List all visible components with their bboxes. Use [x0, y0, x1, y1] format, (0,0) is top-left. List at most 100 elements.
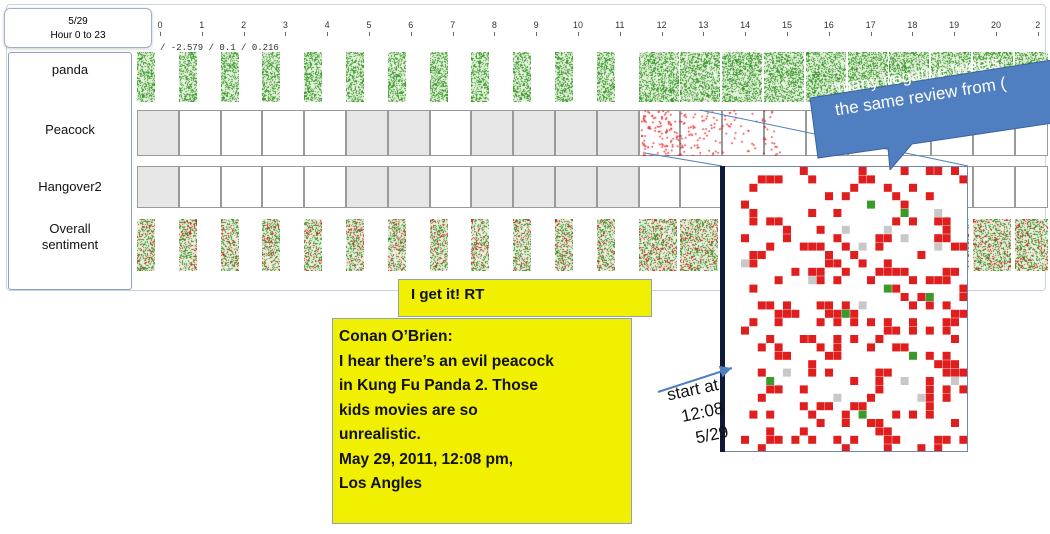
- tweet-cell: [900, 209, 909, 217]
- tweet-cell: [942, 368, 951, 377]
- tweet-cell: [867, 200, 875, 209]
- hour-tick-label: 14: [740, 20, 751, 30]
- tweet-cell: [774, 175, 783, 184]
- sentiment-bar: [638, 219, 677, 271]
- tweet-cell: [942, 234, 951, 243]
- hour-tick-label: 9: [533, 20, 539, 30]
- tweet-cell: [892, 435, 901, 444]
- tweet-cell: [959, 385, 967, 394]
- tweet-cell: [867, 318, 875, 327]
- hour-cell: [513, 110, 555, 156]
- tweet-cell: [816, 318, 825, 327]
- sentiment-bar: [429, 219, 448, 271]
- tweet-cell: [850, 183, 859, 192]
- tweet-cell: [841, 192, 850, 201]
- tweet-cell: [808, 335, 817, 343]
- tweet-cell: [959, 242, 967, 251]
- tweet-cell: [942, 385, 951, 394]
- hour-tick-mark: [369, 32, 370, 36]
- sentiment-bar: [1014, 219, 1048, 271]
- row-label-overall-sentiment: Overall sentiment: [41, 221, 99, 252]
- tweet-cell: [850, 402, 859, 411]
- tweet-cell: [808, 435, 817, 444]
- sentiment-bar: [387, 52, 406, 102]
- tweet-cell: [783, 368, 791, 377]
- tweet-cell: [942, 360, 951, 369]
- tweet-cell: [749, 183, 758, 192]
- tweet-cell: [808, 276, 817, 285]
- tweet-cell: [774, 217, 783, 226]
- tweet-cell: [850, 335, 859, 343]
- hour-cell: [555, 110, 597, 156]
- tweet-cell: [951, 242, 959, 251]
- tweet-cell: [825, 192, 833, 201]
- hour-tick-label: 6: [408, 20, 414, 30]
- tweet-cell: [892, 410, 901, 419]
- tweet-cell: [833, 209, 842, 217]
- sentiment-bar: [596, 219, 615, 271]
- tweet-cell: [867, 175, 875, 184]
- tweet-cell: [833, 259, 842, 268]
- sentiment-bar: [137, 52, 155, 102]
- hour-tick-label: 19: [949, 20, 960, 30]
- tweet-cell: [808, 360, 817, 369]
- tweet-cell: [766, 175, 775, 184]
- tweet-cell: [909, 318, 917, 327]
- tweet-cell: [791, 309, 800, 318]
- tweet-cell: [883, 267, 892, 276]
- hour-cell: [387, 110, 430, 156]
- selected-date: 5/29: [68, 16, 88, 27]
- tweet-cell: [883, 435, 892, 444]
- hour-tick-label: 13: [698, 20, 709, 30]
- tweet-cell: [791, 267, 800, 276]
- sentiment-bar: [178, 219, 197, 271]
- tweet-cell: [774, 385, 783, 394]
- tweet-cell: [934, 217, 943, 226]
- tweet-cell: [883, 284, 892, 293]
- tweet-cell: [833, 234, 842, 243]
- hour-tick-mark: [201, 32, 203, 36]
- hour-cell: [680, 166, 723, 208]
- tweet-cell: [850, 435, 859, 444]
- tweet-cell: [959, 435, 967, 444]
- tweet-cell: [942, 326, 951, 335]
- row-label-hangover2: Hangover2: [38, 179, 102, 194]
- tweet-cell: [841, 410, 850, 419]
- tweet-cell: [942, 267, 951, 276]
- tweet-cell: [925, 402, 934, 411]
- tweet-cell: [900, 293, 909, 301]
- hour-cell: [346, 110, 388, 156]
- tweet-cell: [883, 318, 892, 327]
- hour-tick-mark: [536, 32, 538, 36]
- tweet-cell: [909, 410, 917, 419]
- sentiment-bar: [680, 52, 721, 102]
- tweet-cell: [816, 402, 825, 411]
- tweet-cell: [858, 410, 867, 419]
- tweet-cell: [942, 435, 951, 444]
- hour-tick-mark: [452, 32, 454, 36]
- tweet-cell: [883, 259, 892, 268]
- tweet-cell: [942, 301, 951, 310]
- tweet-cell: [883, 225, 892, 234]
- tweet-cell: [799, 402, 808, 411]
- hour-cell: [429, 110, 472, 156]
- time-range-selector[interactable]: 5/29 Hour 0 to 23: [4, 8, 152, 48]
- hour-tick-mark: [494, 32, 496, 36]
- tweet-cell: [749, 217, 758, 226]
- tweet-cell: [774, 435, 783, 444]
- hour-tick-label: 7: [450, 20, 456, 30]
- tweet-cell: [741, 234, 749, 243]
- tweet-cell: [858, 242, 867, 251]
- sentiment-bar: [638, 52, 679, 102]
- hour-tick-label: 8: [491, 20, 497, 30]
- row-label-panda: panda: [51, 62, 89, 77]
- tweet-cell: [867, 276, 875, 285]
- tweet-cell: [934, 234, 943, 243]
- tweet-cell: [816, 301, 825, 310]
- tweet-cell: [757, 444, 766, 451]
- hour-cell: [471, 166, 514, 208]
- tweet-note: Conan O’Brien: I hear there’s an evil pe…: [332, 318, 632, 524]
- tweet-cell: [841, 225, 850, 234]
- hour-tick-mark: [327, 32, 329, 36]
- tweet-cell: [951, 360, 959, 369]
